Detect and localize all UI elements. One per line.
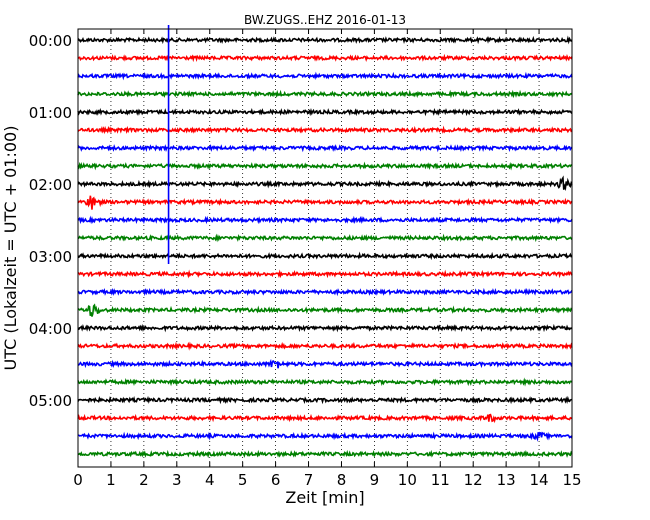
trace-23 bbox=[77, 449, 573, 459]
trace-12 bbox=[77, 251, 573, 261]
x-tick-label: 4 bbox=[205, 471, 215, 489]
trace-1 bbox=[77, 53, 573, 63]
trace-14 bbox=[77, 287, 573, 297]
trace-19 bbox=[77, 377, 573, 387]
x-tick-label: 3 bbox=[172, 471, 182, 489]
y-tick-label: 00:00 bbox=[29, 32, 72, 50]
trace-5 bbox=[77, 125, 573, 135]
trace-17 bbox=[77, 341, 573, 351]
trace-22 bbox=[77, 431, 573, 442]
x-tick-label: 15 bbox=[562, 471, 581, 489]
x-tick-label: 10 bbox=[398, 471, 417, 489]
plot-frame bbox=[77, 28, 573, 468]
x-tick-label: 11 bbox=[431, 471, 450, 489]
y-tick-label: 04:00 bbox=[29, 320, 72, 338]
x-tick-label: 5 bbox=[238, 471, 248, 489]
y-tick-label: 02:00 bbox=[29, 176, 72, 194]
trace-16 bbox=[77, 323, 573, 333]
x-axis-label: Zeit [min] bbox=[285, 488, 364, 507]
trace-3 bbox=[77, 89, 573, 99]
trace-6 bbox=[77, 143, 573, 153]
trace-9 bbox=[77, 195, 573, 210]
y-axis-label: UTC (Lokalzeit = UTC + 01:00) bbox=[1, 126, 20, 371]
trace-8 bbox=[77, 175, 573, 192]
trace-7 bbox=[77, 161, 573, 171]
x-tick-label: 6 bbox=[271, 471, 281, 489]
tick-layer: 0 1 2 3 4 5 6 7 8 9 10 11 12 13 14 1500:0001:0002:0003:… bbox=[29, 29, 582, 489]
trace-15 bbox=[77, 303, 573, 317]
x-tick-label: 2 bbox=[139, 471, 149, 489]
trace-layer bbox=[77, 35, 573, 459]
y-tick-label: 05:00 bbox=[29, 392, 72, 410]
trace-10 bbox=[77, 215, 573, 225]
y-tick-label: 01:00 bbox=[29, 104, 72, 122]
trace-13 bbox=[77, 269, 573, 279]
x-tick-label: 7 bbox=[304, 471, 314, 489]
x-tick-label: 0 bbox=[73, 471, 83, 489]
chart-title: BW.ZUGS..EHZ 2016-01-13 bbox=[244, 13, 406, 27]
x-tick-label: 13 bbox=[497, 471, 516, 489]
x-tick-label: 14 bbox=[530, 471, 549, 489]
x-tick-label: 9 bbox=[370, 471, 380, 489]
x-tick-label: 8 bbox=[337, 471, 347, 489]
trace-4 bbox=[77, 107, 573, 117]
trace-18 bbox=[77, 358, 573, 369]
trace-2 bbox=[77, 71, 573, 81]
x-tick-label: 1 bbox=[106, 471, 116, 489]
x-tick-label: 12 bbox=[464, 471, 483, 489]
trace-0 bbox=[77, 35, 573, 45]
y-tick-label: 03:00 bbox=[29, 248, 72, 266]
trace-11 bbox=[77, 233, 573, 243]
trace-20 bbox=[77, 395, 573, 405]
trace-21 bbox=[77, 413, 573, 424]
